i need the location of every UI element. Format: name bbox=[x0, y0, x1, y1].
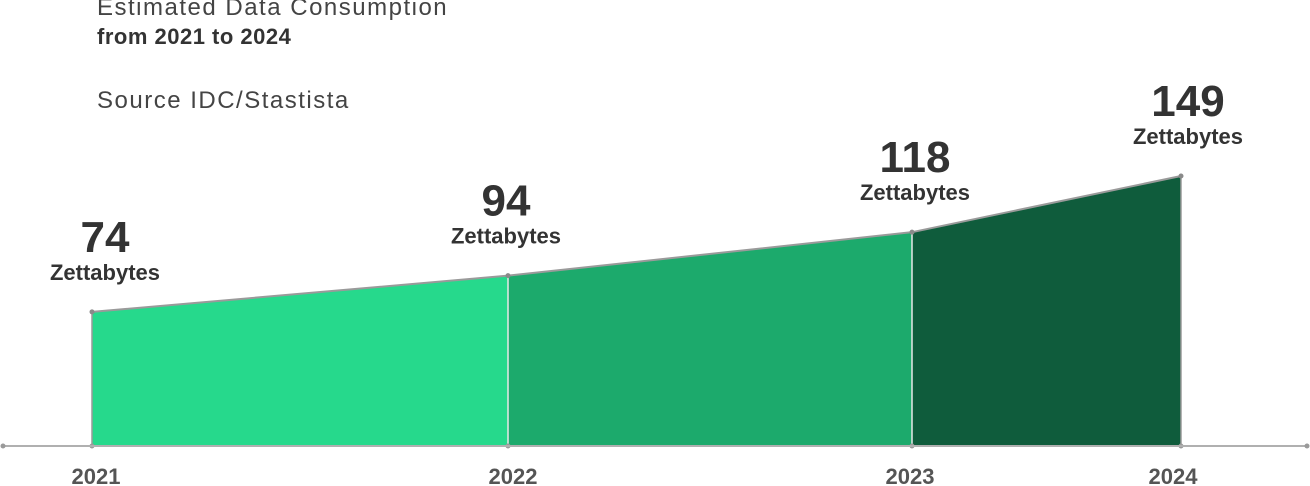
area-segment-2021-2022 bbox=[92, 275, 508, 446]
x-tick-label-2023: 2023 bbox=[886, 464, 935, 486]
data-unit-2024: Zettabytes bbox=[1133, 124, 1243, 149]
area-segment-2023-2024 bbox=[912, 176, 1181, 446]
area-top-line bbox=[91, 175, 1182, 313]
x-tick-label-2021: 2021 bbox=[72, 464, 121, 486]
chart-header: Estimated Data Consumption from 2021 to … bbox=[97, 0, 448, 51]
chart-title: Estimated Data Consumption bbox=[97, 0, 449, 21]
axis-end-dot-left bbox=[0, 443, 6, 449]
chart-source: Source IDC/Stastista bbox=[97, 87, 350, 114]
data-value-2021: 74 bbox=[81, 213, 130, 262]
data-point-2022 bbox=[505, 273, 511, 279]
data-value-2023: 118 bbox=[880, 133, 951, 182]
data-unit-2021: Zettabytes bbox=[50, 260, 160, 285]
x-tick-label-2022: 2022 bbox=[489, 464, 538, 486]
data-unit-2022: Zettabytes bbox=[451, 224, 561, 249]
axis-end-dot-right bbox=[1304, 443, 1310, 449]
data-value-2022: 94 bbox=[482, 177, 531, 226]
x-tick-label-2024: 2024 bbox=[1149, 464, 1199, 486]
area-segment-2022-2023 bbox=[508, 232, 912, 446]
data-value-2024: 149 bbox=[1151, 77, 1224, 126]
chart-subtitle: from 2021 to 2024 bbox=[97, 24, 292, 49]
data-point-2021 bbox=[89, 309, 95, 315]
data-point-2023 bbox=[909, 229, 915, 235]
data-unit-2023: Zettabytes bbox=[860, 180, 970, 205]
data-point-2024 bbox=[1178, 173, 1184, 179]
